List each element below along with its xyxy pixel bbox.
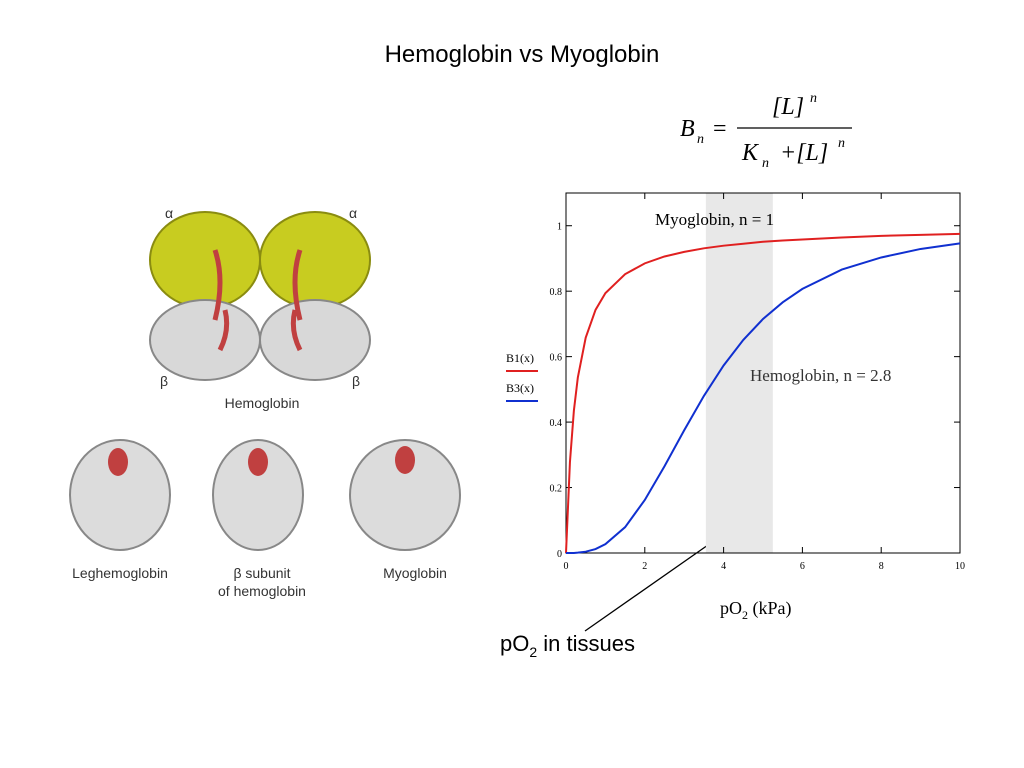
protein-label: Hemoglobin <box>225 395 300 411</box>
beta-label: β <box>160 373 168 389</box>
formula-part: n <box>762 156 769 171</box>
x-tick-label: 4 <box>721 561 726 572</box>
legend-label: B1(x) <box>506 351 534 365</box>
annotation: Hemoglobin, n = 2.8 <box>750 366 891 385</box>
formula-part: n <box>810 91 817 106</box>
alpha-label: α <box>165 205 173 221</box>
small-protein-illustrations <box>69 439 461 551</box>
annotation: Myoglobin, n = 1 <box>655 210 774 229</box>
formula-part: = <box>713 116 727 142</box>
formula-part: K <box>741 140 760 166</box>
y-tick-label: 0.8 <box>550 287 563 298</box>
shaded-range <box>705 193 773 553</box>
y-tick-label: 0 <box>557 549 562 560</box>
formula-part: n <box>697 132 704 147</box>
y-tick-label: 0.6 <box>550 353 563 364</box>
x-label-sub: 2 <box>742 608 748 622</box>
hemoglobin-illustration <box>149 211 371 381</box>
y-tick-label: 0.4 <box>550 418 563 429</box>
chart: 00.20.40.60.810 2 4 6 8 10B1(x)B3(x)Myoglobin… <box>506 192 965 622</box>
series-line <box>565 232 961 554</box>
alpha-label: α <box>349 205 357 221</box>
x-tick-label: 10 <box>955 561 965 572</box>
x-tick-label: 0 <box>564 561 569 572</box>
x-label-rest: (kPa) <box>748 598 792 619</box>
note-sub: 2 <box>529 644 537 660</box>
protein-label: Leghemoglobin <box>72 565 168 581</box>
plot-frame <box>565 192 961 554</box>
x-tick-label: 6 <box>800 561 805 572</box>
protein-label: of hemoglobin <box>218 583 306 599</box>
note-rest: in tissues <box>537 631 635 656</box>
formula-part: +[L] <box>780 140 828 166</box>
formula: B n = [L] n K n +[L] n <box>680 91 852 171</box>
formula-part: [L] <box>772 94 804 120</box>
y-tick-label: 1 <box>557 222 562 233</box>
x-tick-label: 8 <box>879 561 884 572</box>
arrow-line <box>584 537 719 632</box>
slide-title: Hemoglobin vs Myoglobin <box>385 41 660 68</box>
formula-part: n <box>838 136 845 151</box>
legend-label: B3(x) <box>506 381 534 395</box>
x-axis-label: pO2 (kPa) <box>720 598 792 622</box>
protein-label: β subunit <box>233 565 290 581</box>
tissue-note: pO2 in tissues <box>500 631 635 660</box>
formula-part: B <box>680 116 695 142</box>
x-label-text: pO <box>720 598 742 618</box>
y-tick-label: 0.2 <box>550 484 563 495</box>
series-line <box>566 242 961 554</box>
x-tick-label: 2 <box>642 561 647 572</box>
protein-label: Myoglobin <box>383 565 447 581</box>
note-text: pO <box>500 631 529 656</box>
beta-label: β <box>352 373 360 389</box>
